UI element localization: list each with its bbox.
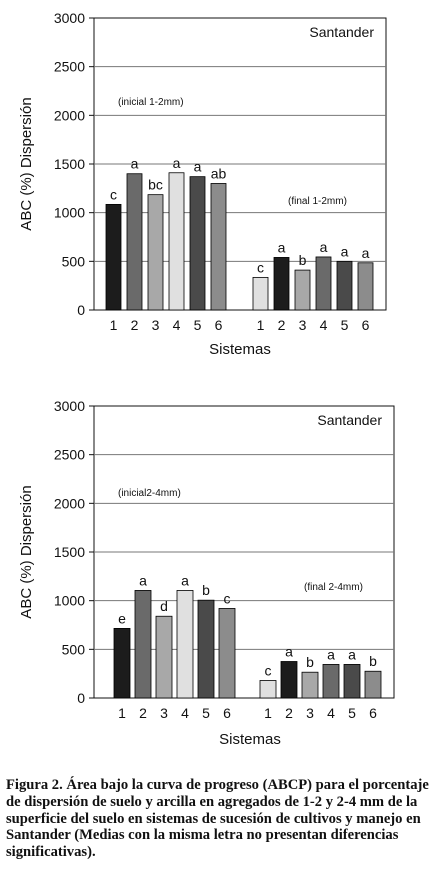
- figure-caption: Figura 2. Área bajo la curva de progreso…: [6, 777, 429, 861]
- significance-letter: a: [320, 239, 328, 255]
- significance-letter: a: [139, 572, 147, 588]
- bar-g2-sistema-5: [343, 664, 361, 699]
- x-axis-label: Sistemas: [219, 731, 281, 748]
- y-tick-label: 2000: [54, 107, 85, 123]
- bar-g1-sistema-6: [210, 183, 227, 311]
- x-tick-label: 5: [194, 317, 202, 333]
- bar-g2-sistema-6: [364, 670, 382, 699]
- bar-g1-sistema-3: [155, 615, 173, 699]
- y-tick-label: 500: [62, 253, 86, 269]
- x-tick-label: 2: [139, 705, 147, 721]
- x-tick-label: 6: [215, 317, 223, 333]
- bar-g2-sistema-2: [280, 661, 298, 699]
- significance-letter: c: [265, 662, 272, 678]
- bar-g1-sistema-1: [113, 628, 131, 699]
- significance-letter: a: [131, 156, 139, 172]
- significance-letter: b: [369, 653, 377, 669]
- x-tick-label: 5: [348, 705, 356, 721]
- group-label-final: (final 1-2mm): [288, 196, 347, 207]
- x-tick-label: 3: [306, 705, 314, 721]
- bar-g2-sistema-2: [273, 257, 290, 311]
- x-axis-label: Sistemas: [209, 341, 271, 358]
- y-tick-label: 1000: [54, 593, 85, 609]
- group-label-inicial: (inicial2-4mm): [118, 488, 181, 499]
- y-tick-label: 1500: [54, 544, 85, 560]
- significance-letter: ab: [211, 165, 227, 181]
- significance-letter: a: [173, 155, 181, 171]
- bar-g1-sistema-5: [197, 599, 215, 699]
- significance-letter: e: [118, 610, 126, 626]
- significance-letter: a: [327, 646, 335, 662]
- group-label-final: (final 2-4mm): [304, 582, 363, 593]
- group-label-inicial: (inicial 1-2mm): [118, 97, 184, 108]
- x-tick-label: 2: [285, 705, 293, 721]
- x-tick-label: 3: [299, 317, 307, 333]
- y-tick-label: 0: [77, 302, 85, 318]
- bar-g2-sistema-6: [357, 262, 374, 311]
- x-tick-label: 5: [202, 705, 210, 721]
- bar-g2-sistema-5: [336, 260, 353, 311]
- significance-letter: c: [110, 186, 117, 202]
- bar-g1-sistema-4: [168, 172, 185, 311]
- significance-letter: a: [194, 159, 202, 175]
- bar-g2-sistema-4: [322, 664, 340, 699]
- bar-g1-sistema-4: [176, 590, 194, 699]
- significance-letter: d: [160, 598, 168, 614]
- y-axis-label: ABC (%) Dispersión: [18, 97, 35, 230]
- x-tick-label: 6: [362, 317, 370, 333]
- bar-g1-sistema-6: [218, 608, 236, 699]
- x-tick-label: 6: [223, 705, 231, 721]
- significance-letter: b: [202, 582, 210, 598]
- y-tick-label: 500: [62, 641, 86, 657]
- bar-g2-sistema-1: [252, 276, 269, 311]
- x-tick-label: 4: [320, 317, 328, 333]
- x-tick-label: 6: [369, 705, 377, 721]
- significance-letter: a: [362, 245, 370, 261]
- bar-g1-sistema-1: [105, 203, 122, 311]
- significance-letter: c: [257, 259, 264, 275]
- y-tick-label: 3000: [54, 10, 85, 26]
- y-tick-label: 2000: [54, 495, 85, 511]
- x-tick-label: 1: [110, 317, 118, 333]
- significance-letter: bc: [148, 177, 163, 193]
- y-axis-label: ABC (%) Dispersión: [18, 485, 35, 618]
- region-label: Santander: [317, 412, 382, 428]
- significance-letter: a: [285, 644, 293, 660]
- region-label: Santander: [309, 24, 374, 40]
- bar-g2-sistema-4: [315, 256, 332, 311]
- significance-letter: a: [278, 239, 286, 255]
- x-tick-label: 4: [181, 705, 189, 721]
- x-tick-label: 1: [257, 317, 265, 333]
- y-tick-label: 2500: [54, 447, 85, 463]
- bar-g1-sistema-2: [126, 173, 143, 311]
- x-tick-label: 1: [118, 705, 126, 721]
- significance-letter: a: [181, 572, 189, 588]
- significance-letter: c: [224, 590, 231, 606]
- x-tick-label: 4: [173, 317, 181, 333]
- y-tick-label: 3000: [54, 398, 85, 414]
- bar-g1-sistema-5: [189, 176, 206, 311]
- x-tick-label: 3: [152, 317, 160, 333]
- bar-g2-sistema-3: [294, 269, 311, 311]
- bar-g2-sistema-1: [259, 680, 277, 699]
- bar-g2-sistema-3: [301, 671, 319, 699]
- x-tick-label: 2: [131, 317, 139, 333]
- significance-letter: b: [306, 654, 314, 670]
- significance-letter: a: [341, 243, 349, 259]
- bar-g1-sistema-3: [147, 194, 164, 311]
- x-tick-label: 2: [278, 317, 286, 333]
- y-tick-label: 2500: [54, 59, 85, 75]
- y-tick-label: 0: [77, 690, 85, 706]
- x-tick-label: 5: [341, 317, 349, 333]
- x-tick-label: 3: [160, 705, 168, 721]
- x-tick-label: 4: [327, 705, 335, 721]
- significance-letter: b: [299, 252, 307, 268]
- y-tick-label: 1500: [54, 156, 85, 172]
- significance-letter: a: [348, 646, 356, 662]
- x-tick-label: 1: [264, 705, 272, 721]
- y-tick-label: 1000: [54, 205, 85, 221]
- bar-g1-sistema-2: [134, 590, 152, 699]
